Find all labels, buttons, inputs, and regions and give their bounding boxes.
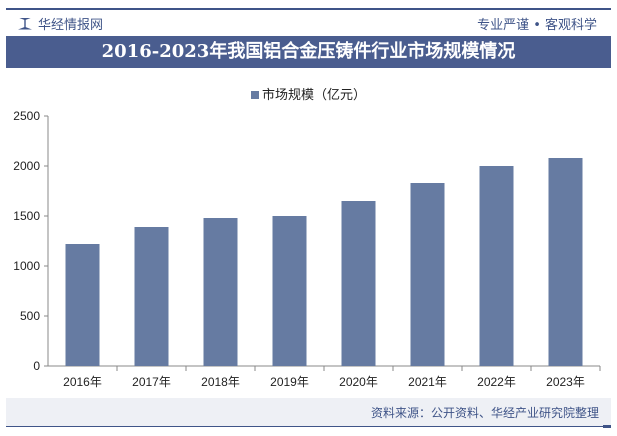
legend: 市场规模（亿元） <box>0 84 617 103</box>
x-tick-label: 2017年 <box>132 375 171 389</box>
bar <box>203 218 238 366</box>
x-tick-label: 2016年 <box>63 375 102 389</box>
brand: 华经情报网 <box>18 14 103 33</box>
y-tick-label: 2000 <box>13 159 40 173</box>
legend-swatch <box>250 91 259 99</box>
y-tick-label: 1500 <box>13 209 40 223</box>
chart-title: 2016-2023年我国铝合金压铸件行业市场规模情况 <box>6 36 611 68</box>
y-tick-label: 500 <box>20 309 40 323</box>
x-tick-label: 2022年 <box>477 375 516 389</box>
bar <box>272 216 307 366</box>
y-tick-label: 2500 <box>13 109 40 123</box>
x-tick-label: 2018年 <box>201 375 240 389</box>
bar <box>134 227 169 366</box>
x-tick-label: 2023年 <box>546 375 585 389</box>
x-tick-label: 2021年 <box>408 375 447 389</box>
top-rule <box>6 8 611 10</box>
x-tick-label: 2019年 <box>270 375 309 389</box>
source-note: 资料来源：公开资料、华经产业研究院整理 <box>370 406 599 420</box>
y-tick-label: 0 <box>33 359 40 373</box>
x-tick-label: 2020年 <box>339 375 378 389</box>
bar-chart: 0 500 1000 1500 2000 2500 2016年 2017年 2018年 2019年… <box>13 109 601 389</box>
slogan: 专业严谨 • 客观科学 <box>477 18 597 33</box>
bar <box>548 158 583 366</box>
y-tick-label: 1000 <box>13 259 40 273</box>
bar <box>341 201 376 366</box>
bar <box>410 183 445 366</box>
legend-label: 市场规模（亿元） <box>261 88 366 103</box>
brand-name: 华经情报网 <box>38 18 104 33</box>
bar <box>479 166 514 366</box>
bar <box>65 244 100 366</box>
bottom-rule <box>6 425 611 428</box>
